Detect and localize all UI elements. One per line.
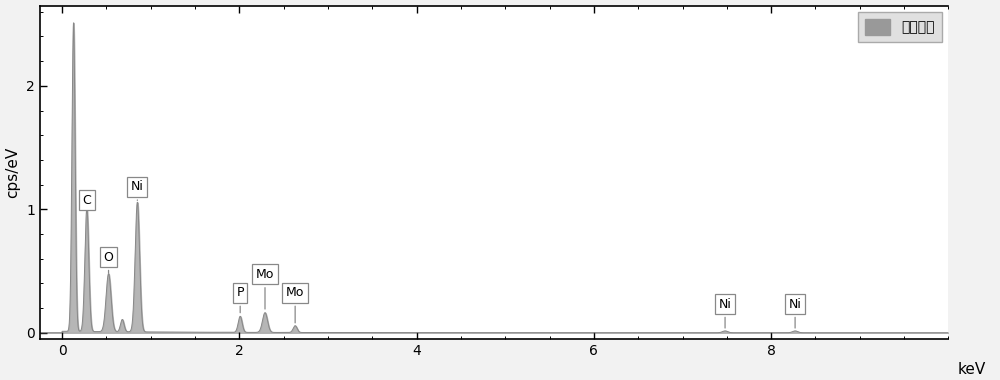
Text: O: O <box>104 251 113 273</box>
Text: Ni: Ni <box>719 298 731 328</box>
Text: Ni: Ni <box>789 298 802 328</box>
Legend: 面总谱图: 面总谱图 <box>858 13 942 42</box>
Text: C: C <box>82 194 91 213</box>
Text: Mo: Mo <box>286 287 304 323</box>
Text: Ni: Ni <box>131 180 144 200</box>
Y-axis label: cps/eV: cps/eV <box>6 147 21 198</box>
Text: P: P <box>236 287 244 313</box>
Text: keV: keV <box>958 362 986 377</box>
Text: Mo: Mo <box>256 268 274 309</box>
